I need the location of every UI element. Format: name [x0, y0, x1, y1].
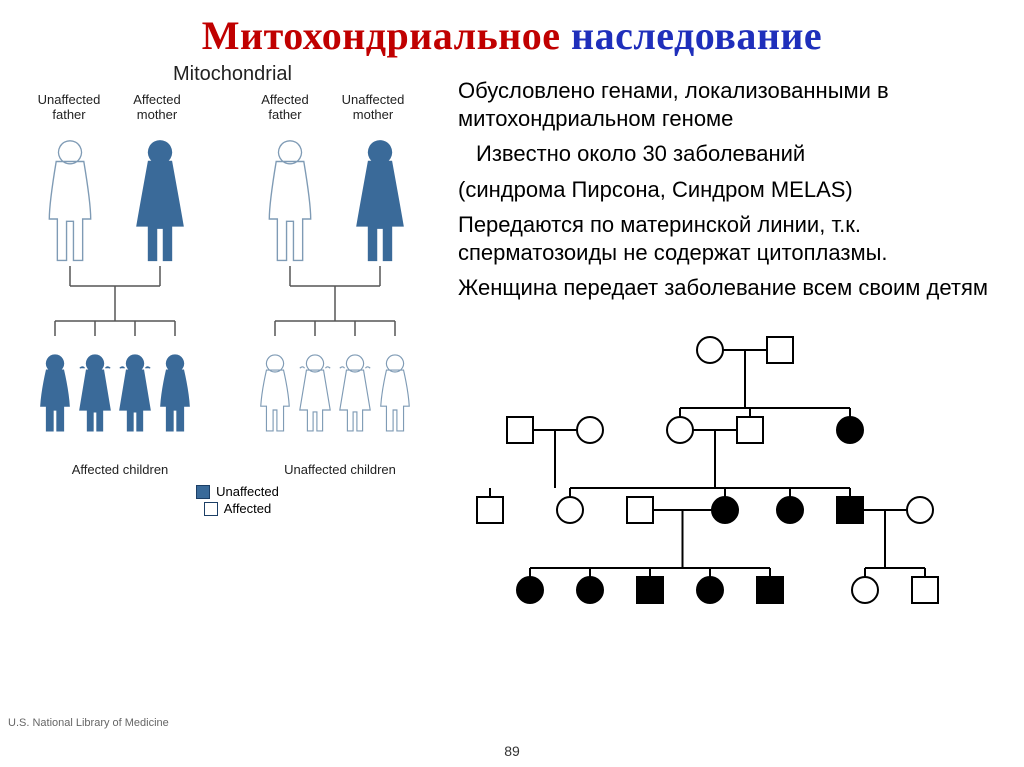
page-number: 89	[504, 743, 520, 759]
title-word-2: наследование	[571, 13, 822, 58]
image-credit: U.S. National Library of Medicine	[8, 717, 169, 729]
legend-swatch-unaffected	[196, 485, 210, 499]
title-word-1: Митохондриальное	[202, 13, 561, 58]
mito-diagram-header: Mitochondrial	[15, 63, 450, 86]
pedigree-chart	[450, 320, 970, 630]
legend-affected: Affected	[204, 501, 271, 516]
mito-inheritance-diagram	[25, 126, 435, 466]
parent-labels: Unaffectedfather Affectedmother Affected…	[25, 92, 450, 122]
bullet-3: (синдрома Пирсона, Синдром MELAS)	[458, 176, 1010, 204]
label-unaff-father: Unaffectedfather	[25, 92, 113, 122]
label-affected-children: Affected children	[25, 462, 215, 477]
bullet-5: Женщина передает заболевание всем своим …	[458, 274, 1010, 302]
legend-unaffected: Unaffected	[196, 484, 279, 499]
label-aff-mother: Affectedmother	[113, 92, 201, 122]
label-unaffected-children: Unaffected children	[245, 462, 435, 477]
legend: Unaffected Affected	[25, 483, 450, 517]
label-unaff-mother: Unaffectedmother	[329, 92, 417, 122]
bullet-4: Передаются по материнской линии, т.к. сп…	[458, 211, 1010, 266]
page-title: Митохондриальное наследование	[0, 0, 1024, 59]
bullet-1: Обусловлено генами, локализованными в ми…	[458, 77, 1010, 132]
child-labels: Affected children Unaffected children	[25, 462, 450, 477]
legend-swatch-affected	[204, 502, 218, 516]
legend-label-affected: Affected	[224, 501, 271, 516]
right-column: Обусловлено генами, локализованными в ми…	[450, 59, 1010, 635]
main-content: Mitochondrial Unaffectedfather Affectedm…	[0, 59, 1024, 635]
bullet-2: Известно около 30 заболеваний	[458, 140, 1010, 168]
left-column: Mitochondrial Unaffectedfather Affectedm…	[10, 59, 450, 635]
legend-label-unaffected: Unaffected	[216, 484, 279, 499]
label-aff-father: Affectedfather	[241, 92, 329, 122]
